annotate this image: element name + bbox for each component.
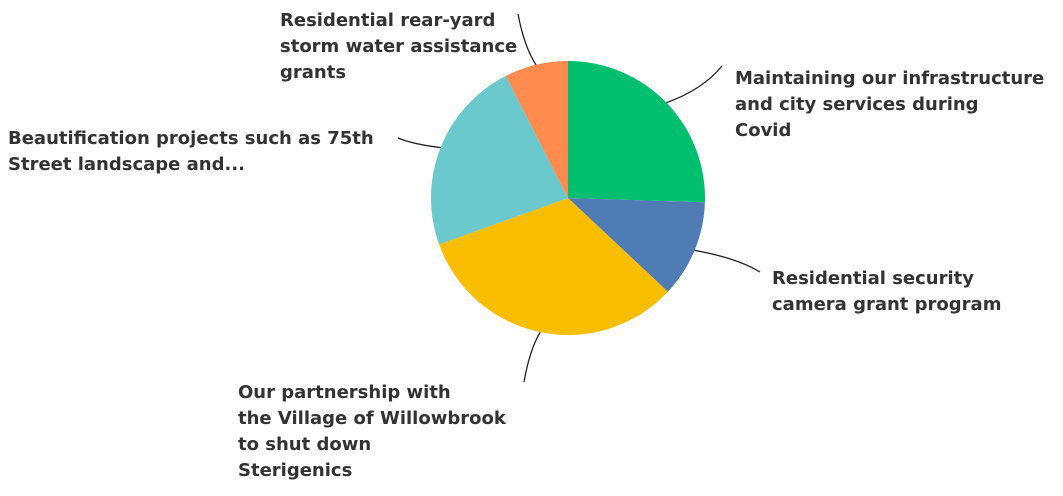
pie-slice-4 xyxy=(505,61,568,198)
slice-label-line: Our partnership with xyxy=(238,382,451,403)
leader-line-0 xyxy=(666,65,723,104)
slice-label-sterigenics: Our partnership with the Village of Willo… xyxy=(238,382,507,481)
slice-label-line: the Village of Willowbrook xyxy=(238,408,507,429)
leader-line-1 xyxy=(694,249,761,273)
slice-label-security-camera: Residential security camera grant program xyxy=(772,268,1001,315)
pie-slice-3 xyxy=(430,75,568,245)
slice-label-line: camera grant program xyxy=(772,294,1001,315)
slice-label-storm-water: Residential rear-yard storm water assista… xyxy=(280,10,517,83)
slice-label-line: Street landscape and... xyxy=(8,154,245,175)
leader-line-3 xyxy=(397,137,441,149)
pie-slice-0 xyxy=(568,61,705,203)
leader-line-2 xyxy=(523,331,541,383)
slice-label-line: to shut down xyxy=(238,434,371,455)
slice-label-infrastructure: Maintaining our infrastructure and city s… xyxy=(735,68,1044,141)
leader-line-4 xyxy=(517,13,537,66)
slice-label-line: Sterigenics xyxy=(238,460,352,481)
slice-label-line: and city services during xyxy=(735,94,979,115)
pie-slice-1 xyxy=(568,198,705,292)
slice-label-line: Residential security xyxy=(772,268,974,289)
slice-label-line: Maintaining our infrastructure xyxy=(735,68,1044,89)
pie-slices xyxy=(430,61,705,335)
slice-label-line: Residential rear-yard xyxy=(280,10,495,31)
slice-label-beautification: Beautification projects such as 75th Stre… xyxy=(8,128,374,175)
leader-lines xyxy=(397,13,761,383)
pie-slice-2 xyxy=(439,198,668,335)
slice-label-line: Beautification projects such as 75th xyxy=(8,128,374,149)
slice-labels: Maintaining our infrastructure and city s… xyxy=(8,10,1044,481)
slice-label-line: storm water assistance xyxy=(280,36,517,57)
slice-label-line: grants xyxy=(280,62,346,83)
slice-label-line: Covid xyxy=(735,120,791,141)
